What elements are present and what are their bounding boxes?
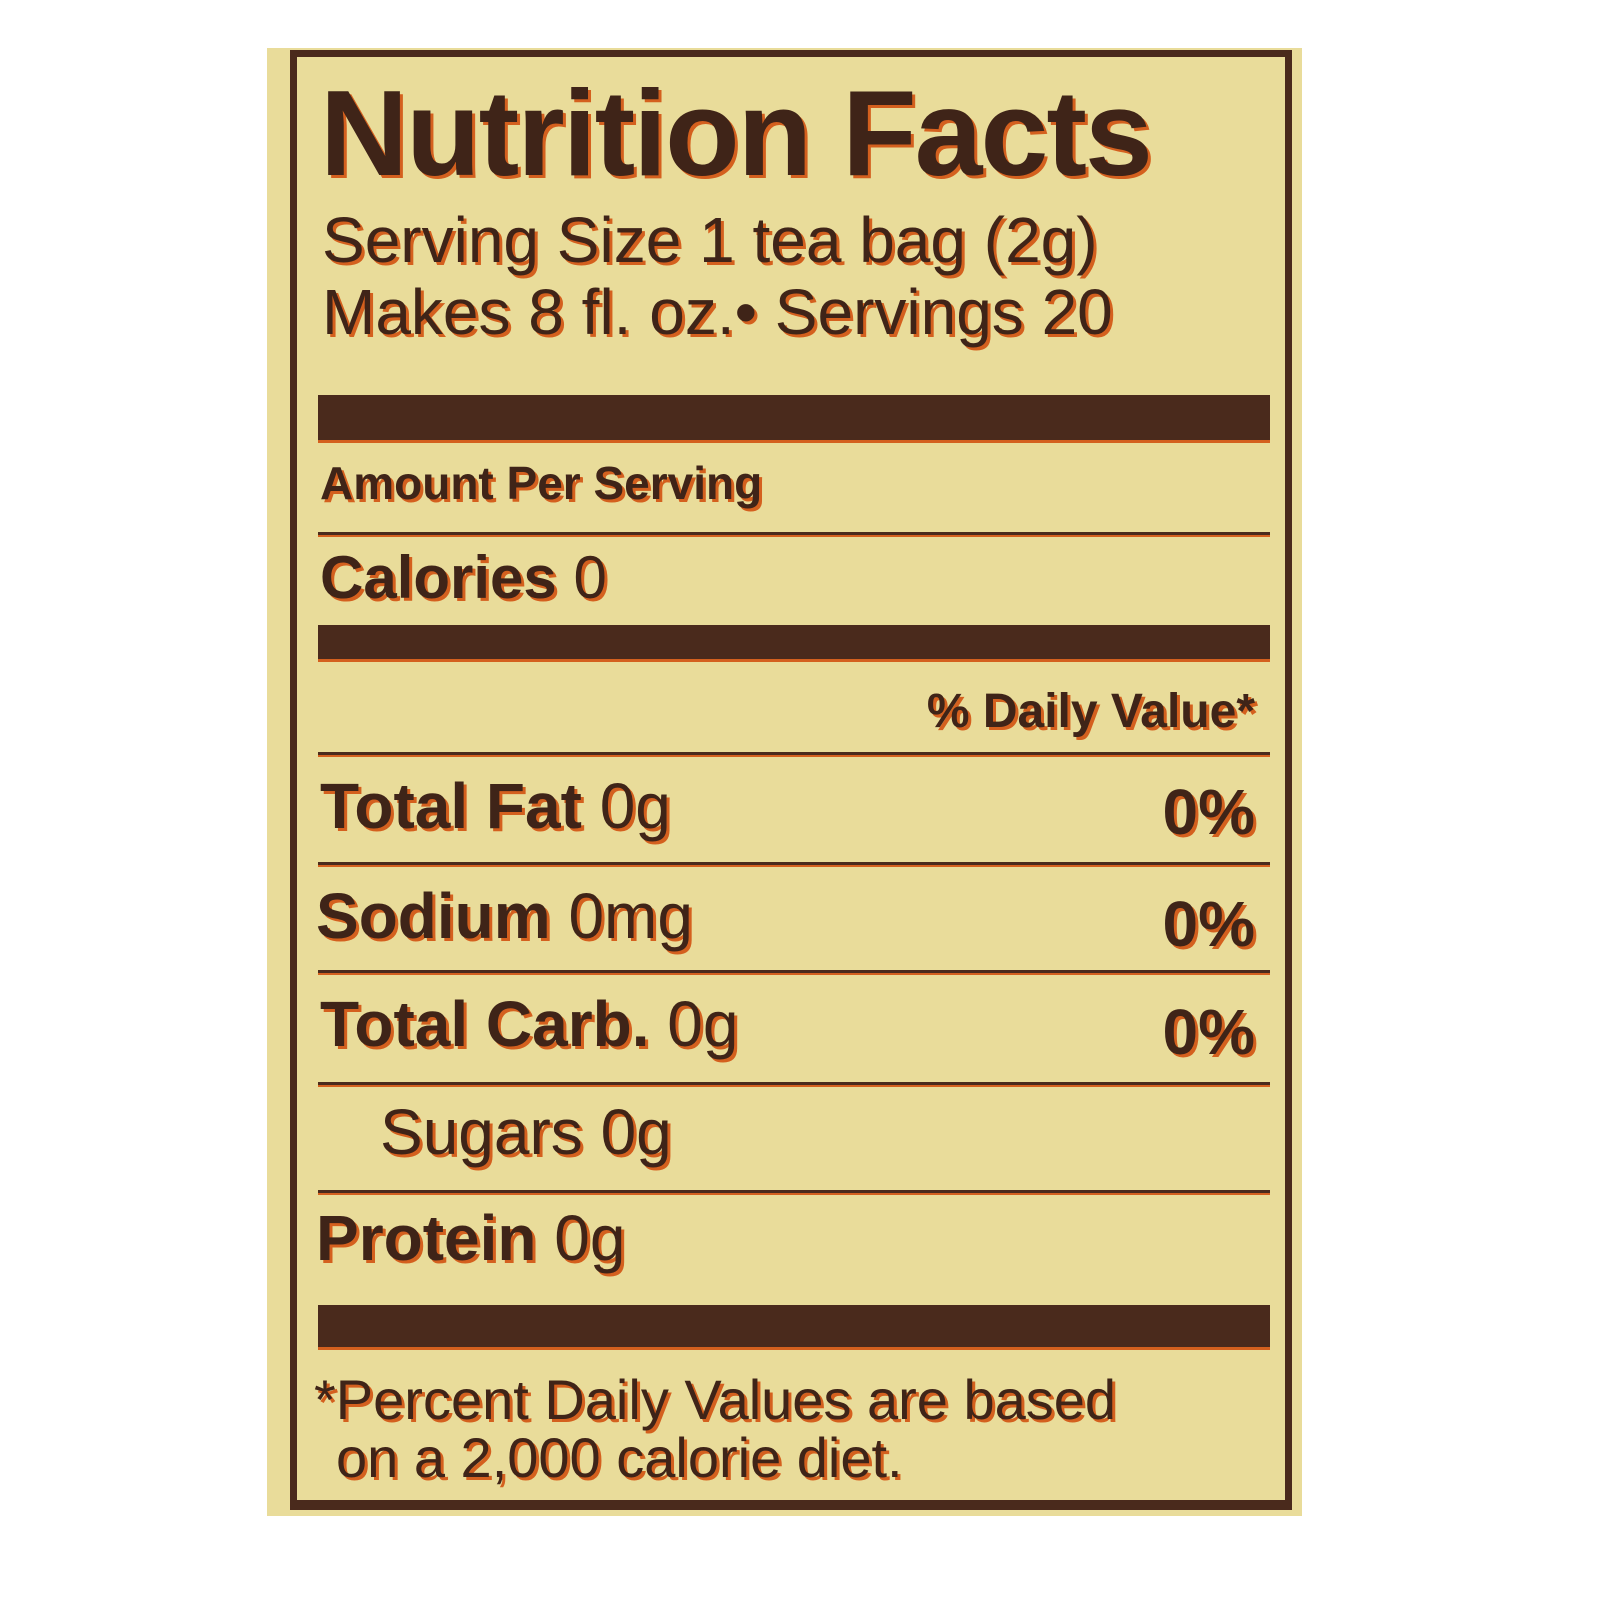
amount-per-serving: Amount Per Serving [320, 457, 763, 509]
nutrient-amount: 0g [554, 1202, 626, 1274]
footnote-line-2: on a 2,000 calorie diet. [336, 1426, 903, 1489]
nutrition-label [267, 48, 1302, 1516]
calories-label: Calories [320, 544, 557, 611]
serving-size: Serving Size 1 tea bag (2g) [322, 204, 1098, 276]
divider [318, 1082, 1270, 1085]
daily-value-header: % Daily Value* [926, 685, 1255, 738]
thick-divider [318, 395, 1270, 440]
footnote-line-1: *Percent Daily Values are based [314, 1368, 1117, 1431]
nutrient-dv: 0% [1162, 996, 1256, 1068]
nutrient-label: Protein [316, 1202, 537, 1274]
nutrient-label: Sodium [316, 880, 551, 952]
divider [318, 1190, 1270, 1193]
nutrient-dv: 0% [1162, 776, 1256, 848]
label-border [290, 50, 1292, 1510]
medium-divider [318, 625, 1270, 659]
nutrient-amount: 0g [667, 988, 739, 1060]
calories-value: 0 [573, 544, 607, 611]
nutrient-dv: 0% [1162, 888, 1256, 960]
divider [318, 862, 1270, 865]
nutrient-label: Total Carb. [320, 988, 650, 1060]
divider [318, 970, 1270, 973]
nutrient-amount: 0g [599, 770, 671, 842]
servings-info: Makes 8 fl. oz.• Servings 20 [322, 276, 1113, 348]
divider [318, 752, 1270, 755]
nutrient-amount: 0mg [568, 880, 693, 952]
divider [318, 532, 1270, 535]
calories-row: Calories 0 [320, 548, 607, 608]
nutrient-label: Total Fat [320, 770, 582, 842]
thick-divider [318, 1305, 1270, 1347]
label-title: Nutrition Facts [320, 65, 1153, 201]
nutrient-label: Sugars [380, 1096, 583, 1168]
nutrient-amount: 0g [600, 1096, 672, 1168]
